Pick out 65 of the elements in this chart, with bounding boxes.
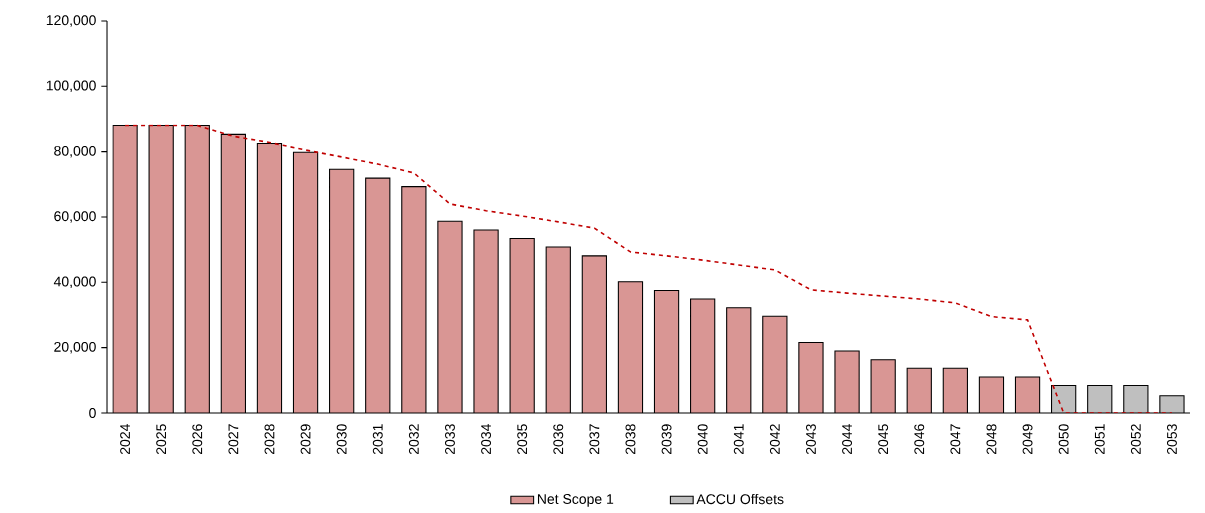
- bar: [1014, 376, 1041, 413]
- bar: [726, 307, 751, 413]
- x-tick-label: 2037: [589, 424, 600, 455]
- bar: [979, 377, 1004, 413]
- bar: [582, 255, 607, 413]
- bar: [871, 359, 896, 413]
- bar: [762, 316, 787, 413]
- bar: [329, 169, 354, 413]
- x-tick-label: 2050: [1058, 424, 1069, 455]
- bar: [510, 238, 535, 413]
- legend-label: Net Scope 1: [537, 494, 614, 507]
- bar: [401, 186, 426, 413]
- y-tick-label: 80,000: [54, 145, 96, 158]
- x-tick-label: 2031: [372, 424, 383, 455]
- x-tick-label: 2045: [878, 424, 889, 455]
- y-tick-label: 100,000: [46, 80, 96, 93]
- x-tick-label: 2036: [553, 424, 564, 455]
- bar: [293, 152, 318, 413]
- x-tick-label: 2039: [661, 424, 672, 455]
- x-tick-label: 2024: [120, 424, 131, 455]
- bar: [907, 368, 932, 413]
- x-tick-label: 2041: [733, 424, 744, 455]
- x-tick-label: 2051: [1094, 424, 1105, 455]
- bar: [546, 247, 571, 413]
- legend-label: ACCU Offsets: [696, 493, 784, 505]
- x-tick-label: 2047: [950, 424, 961, 455]
- x-tick-label: 2030: [336, 424, 347, 455]
- bar: [149, 125, 174, 413]
- bar: [1087, 385, 1112, 413]
- y-tick-label: 120,000: [46, 15, 96, 27]
- bar: [185, 125, 210, 413]
- bar: [1123, 385, 1148, 413]
- x-tick-label: 2032: [408, 424, 419, 455]
- x-tick-label: 2026: [192, 424, 203, 455]
- y-tick-label: 60,000: [54, 211, 96, 223]
- bar: [221, 134, 246, 413]
- x-tick-label: 2049: [1022, 424, 1033, 455]
- x-tick-label: 2053: [1167, 424, 1177, 455]
- bar: [618, 281, 643, 413]
- x-tick-label: 2034: [481, 424, 492, 455]
- bar: [473, 230, 499, 413]
- x-tick-label: 2048: [986, 424, 997, 455]
- bar: [365, 178, 390, 413]
- bar: [257, 143, 282, 413]
- x-tick-label: 2052: [1130, 424, 1141, 455]
- bar: [943, 368, 968, 413]
- bar: [690, 298, 715, 413]
- x-tick-label: 2046: [914, 424, 925, 455]
- x-tick-label: 2042: [769, 424, 780, 455]
- bar: [437, 221, 463, 413]
- x-tick-label: 2027: [228, 424, 239, 455]
- x-tick-label: 2044: [842, 424, 853, 455]
- y-tick-label: 20,000: [54, 341, 96, 354]
- x-tick-label: 2029: [300, 424, 311, 455]
- x-tick-label: 2028: [264, 424, 275, 455]
- x-tick-label: 2025: [156, 424, 167, 455]
- bar: [112, 125, 138, 413]
- y-tick-label: 0: [89, 408, 96, 418]
- x-tick-label: 2033: [445, 424, 455, 455]
- x-tick-label: 2043: [806, 424, 816, 455]
- x-tick-label: 2035: [517, 424, 528, 455]
- y-tick-label: 40,000: [53, 276, 96, 289]
- x-tick-label: 2038: [625, 424, 636, 455]
- x-tick-label: 2040: [697, 424, 708, 455]
- bar: [654, 290, 679, 413]
